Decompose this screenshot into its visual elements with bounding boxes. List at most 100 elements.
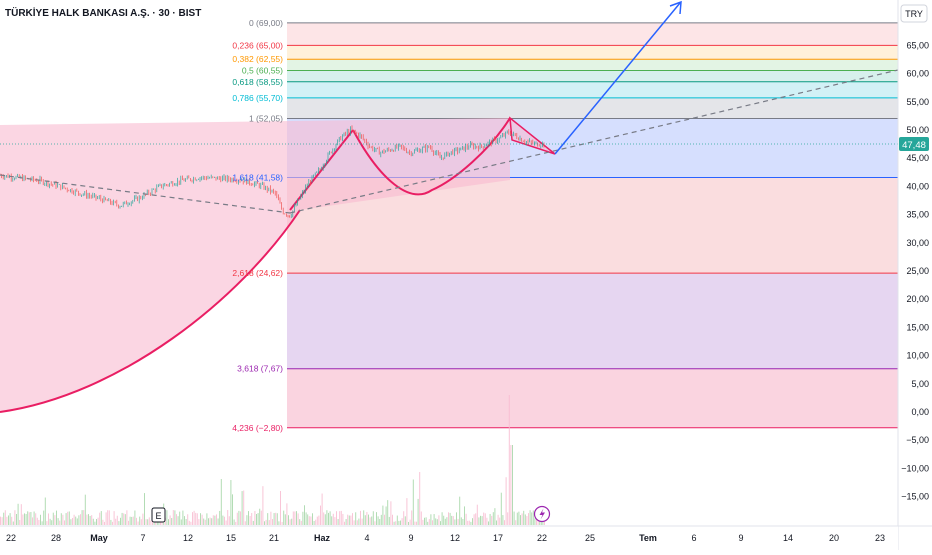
volume-bar	[67, 511, 69, 525]
volume-bar	[136, 517, 137, 525]
volume-bar	[166, 510, 168, 525]
volume-bar	[148, 517, 150, 525]
volume-bar	[515, 520, 517, 525]
volume-bar	[425, 517, 427, 525]
volume-bar	[491, 515, 493, 525]
lightning-icon[interactable]	[533, 505, 551, 523]
volume-bar	[96, 518, 97, 525]
volume-bar	[352, 513, 353, 525]
volume-bar	[392, 514, 393, 525]
volume-bar	[443, 515, 445, 525]
volume-bar	[73, 514, 75, 525]
volume-bar	[179, 511, 181, 525]
volume-bar	[113, 511, 115, 525]
volume-bar	[174, 510, 176, 525]
volume-bar	[486, 517, 488, 525]
volume-bar	[160, 521, 161, 525]
volume-bar	[76, 518, 78, 525]
volume-bar	[208, 518, 209, 525]
currency-box[interactable]	[900, 4, 928, 23]
volume-bar	[355, 512, 357, 525]
trend-drawings	[0, 0, 899, 214]
volume-bar	[401, 518, 403, 525]
volume-bar	[104, 521, 105, 525]
price-tick: −5,00	[906, 435, 929, 445]
volume-bar	[459, 496, 461, 525]
volume-bar	[305, 512, 307, 525]
volume-bar	[30, 512, 32, 525]
earnings-marker[interactable]: E	[151, 507, 166, 523]
time-axis[interactable]	[0, 526, 898, 550]
volume-bar	[385, 506, 387, 525]
price-tick: 5,00	[911, 379, 929, 389]
volume-bar	[158, 520, 160, 525]
volume-bar	[62, 514, 64, 525]
volume-bar	[220, 479, 222, 525]
volume-bar	[232, 494, 233, 525]
time-tick: 12	[450, 533, 460, 543]
volume-bar	[115, 518, 117, 525]
volume-bar	[1, 517, 3, 525]
volume-bar	[123, 513, 125, 525]
time-tick: 22	[537, 533, 547, 543]
projection-arrow[interactable]	[554, 2, 681, 155]
volume-bar	[427, 521, 429, 525]
volume-bar	[86, 514, 88, 525]
chart-title: TÜRKİYE HALK BANKASI A.Ş. · 30 · BIST	[5, 6, 201, 19]
volume-bar	[441, 512, 443, 525]
volume-bar	[57, 518, 59, 525]
volume-bar	[336, 511, 337, 525]
fib-label-0.618: 0,618 (58,55)	[232, 77, 283, 87]
volume-bar	[188, 520, 190, 525]
volume-bar	[99, 512, 101, 525]
volume-bar	[512, 445, 513, 525]
volume-bar	[433, 514, 435, 525]
price-tick: 30,00	[906, 238, 929, 248]
volume-bar	[430, 514, 432, 525]
fib-label-0.786: 0,786 (55,70)	[232, 93, 283, 103]
volume-bar	[44, 497, 46, 525]
volume-bar	[91, 515, 93, 525]
volume-bar	[102, 519, 104, 525]
volume-bar	[508, 395, 510, 525]
price-tick: 65,00	[906, 40, 929, 50]
volume-bar	[529, 510, 531, 525]
volume-bar	[481, 516, 483, 525]
price-axis[interactable]	[898, 0, 932, 525]
volume-bar	[137, 521, 139, 525]
volume-bar	[235, 521, 237, 525]
volume-bar	[497, 514, 499, 525]
volume-bar	[288, 515, 289, 525]
cup-bowl[interactable]	[352, 117, 511, 196]
volume-bar	[334, 517, 336, 525]
volume-bar	[107, 510, 109, 525]
volume-bar	[112, 521, 113, 525]
volume-bar	[347, 514, 349, 525]
volume-bar	[366, 511, 368, 525]
volume-bar	[169, 515, 171, 525]
price-tick: −10,00	[901, 463, 929, 473]
volume-bar	[14, 510, 16, 525]
time-tick: 6	[691, 533, 696, 543]
volume-bar	[446, 517, 448, 525]
rounding-bottom-curve[interactable]	[0, 209, 301, 413]
volume-bar	[144, 493, 145, 525]
volume-bar	[43, 510, 45, 525]
trendline-left[interactable]	[0, 174, 291, 214]
volume-bar	[475, 513, 477, 525]
volume-bar	[510, 445, 512, 525]
volume-bar	[80, 514, 81, 525]
volume-bar	[278, 521, 280, 525]
volume-bar	[211, 518, 213, 525]
volume-bar	[16, 514, 17, 525]
volume-bar	[449, 512, 451, 525]
volume-bar	[177, 516, 179, 525]
volume-bar	[35, 513, 37, 525]
volume-bar	[171, 518, 173, 525]
volume-bar	[532, 510, 534, 525]
fib-label-0: 0 (69,00)	[249, 18, 283, 28]
volume-bar	[108, 510, 110, 525]
volume-bar	[60, 513, 62, 525]
volume-bar	[331, 516, 333, 525]
